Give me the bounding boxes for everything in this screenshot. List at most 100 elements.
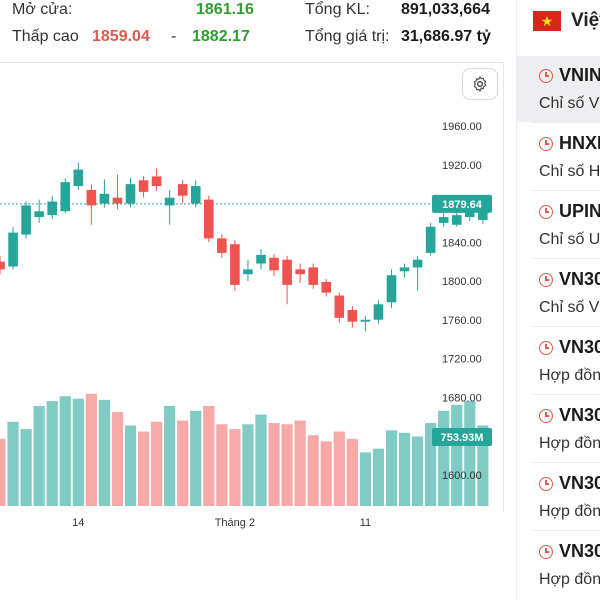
market-list-item[interactable]: VN30 Chỉ số VN30: [517, 260, 600, 326]
total-value-label: Tổng giá trị:: [305, 28, 390, 45]
volume-bar: [151, 421, 163, 506]
market-code: VN30F1M: [559, 337, 600, 357]
list-divider: [531, 326, 600, 327]
market-code: VN30F2Q: [559, 541, 600, 561]
last-volume-badge: [432, 428, 492, 446]
candle-body: [177, 184, 188, 196]
market-list-item-header: HNXINDEX: [539, 133, 600, 154]
market-description: Chỉ số HNX-Index: [539, 163, 600, 180]
low-value: 1859.04: [92, 28, 150, 45]
candle-body: [386, 275, 397, 303]
market-list-item[interactable]: VNINDEX Chỉ số VN-Index: [517, 56, 600, 122]
candle-body: [334, 295, 345, 318]
market-description: Hợp đồng tương lai: [539, 435, 600, 452]
vietnam-flag-icon: ★: [533, 11, 561, 31]
volume-bar: [425, 423, 437, 506]
candle-body: [295, 269, 305, 275]
range-dash: -: [171, 28, 177, 45]
candle-body: [321, 281, 332, 293]
candle-body: [125, 184, 136, 204]
list-divider: [531, 258, 600, 259]
clock-icon: [539, 272, 553, 287]
volume-bar: [164, 405, 176, 506]
clock-icon: [539, 408, 553, 423]
market-code: UPINDEX: [559, 201, 600, 221]
clock-icon: [539, 476, 553, 491]
list-divider: [531, 462, 600, 463]
market-code: VNINDEX: [559, 65, 600, 85]
candle-body: [99, 193, 110, 204]
chart-settings-button[interactable]: [462, 68, 498, 100]
volume-bar: [412, 436, 424, 506]
volume-bar: [111, 412, 124, 506]
market-list-item-header: VNINDEX: [539, 65, 600, 86]
list-divider: [531, 122, 600, 123]
candle-body: [438, 217, 449, 223]
candle-body: [112, 197, 123, 204]
volume-bar: [307, 435, 319, 506]
candle-body: [256, 254, 266, 264]
volume-bar: [72, 398, 84, 506]
price-tick-label: 1760.00: [442, 315, 482, 327]
list-divider: [531, 394, 600, 395]
chart-frame: [0, 62, 504, 512]
volume-value: 891,033,664: [401, 1, 490, 18]
market-list-item-header: VN30: [539, 269, 600, 290]
total-value-value: 31,686.97 tỷ: [401, 28, 491, 45]
market-list-item[interactable]: HNXINDEX Chỉ số HNX-Index: [517, 124, 600, 190]
volume-bar: [190, 410, 202, 506]
market-list-item[interactable]: VN30F1Q Hợp đồng tương lai: [517, 464, 600, 530]
volume-bar: [20, 429, 32, 506]
candle-body: [73, 169, 84, 187]
price-tick-label: 1680.00: [442, 392, 482, 404]
volume-bar: [46, 401, 58, 506]
price-chart[interactable]: 1960.001920.001880.001840.001800.001760.…: [0, 0, 510, 542]
candle-body: [451, 215, 462, 225]
volume-bar: [385, 430, 398, 506]
candle-body: [47, 201, 57, 216]
market-list-item[interactable]: VN30F2M Hợp đồng tương lai: [517, 396, 600, 462]
clock-icon: [539, 204, 553, 219]
market-list-item-header: VN30F1M: [539, 337, 600, 358]
low-high-label: Thấp cao: [12, 28, 79, 45]
price-tick-label: 1840.00: [442, 237, 482, 249]
market-description: Chỉ số VN30: [539, 299, 600, 316]
market-list-item-header: VN30F2M: [539, 405, 600, 426]
volume-bar: [85, 393, 97, 506]
volume-bar: [451, 404, 463, 506]
volume-bar: [438, 410, 450, 506]
market-stats: Mở cửa: 1861.16 Thấp cao 1859.04 - 1882.…: [0, 0, 510, 58]
candlestick-chart[interactable]: 1960.001920.001880.001840.001800.001760.…: [0, 0, 510, 600]
candle-body: [138, 180, 149, 192]
volume-bar: [229, 429, 241, 506]
candle-body: [60, 182, 71, 212]
market-list-item-header: VN30F2Q: [539, 541, 600, 562]
last-price-badge: [432, 194, 492, 213]
volume-bar: [98, 399, 110, 506]
price-tick-label: 1600.00: [442, 470, 482, 482]
market-list-item-header: UPINDEX: [539, 201, 600, 222]
x-axis-label: Tháng 2: [215, 517, 255, 529]
country-header[interactable]: ★ Việt Nam: [517, 0, 600, 42]
market-code: VN30F1Q: [559, 473, 600, 493]
volume-bar: [320, 441, 332, 506]
candle-body: [230, 244, 240, 285]
candle-body: [204, 199, 214, 239]
market-code: VN30: [559, 269, 600, 289]
x-axis-label: 14: [72, 517, 84, 529]
market-code: HNXINDEX: [559, 133, 600, 153]
volume-bar: [137, 431, 150, 506]
market-list-item[interactable]: VN30F1M Hợp đồng tương lai: [517, 328, 600, 394]
volume-bar: [59, 396, 71, 506]
candle-body: [269, 257, 279, 271]
market-list-item[interactable]: VN30F2Q Hợp đồng tương lai: [517, 532, 600, 598]
volume-bar: [255, 414, 267, 506]
candle-body: [412, 259, 423, 268]
list-divider: [531, 530, 600, 531]
market-list-item[interactable]: UPINDEX Chỉ số UPCoM-Index: [517, 192, 600, 258]
candle-body: [86, 189, 97, 206]
price-tick-label: 1720.00: [442, 354, 482, 366]
candle-body: [34, 211, 44, 218]
volume-bar: [268, 423, 280, 506]
candle-body: [282, 259, 292, 285]
